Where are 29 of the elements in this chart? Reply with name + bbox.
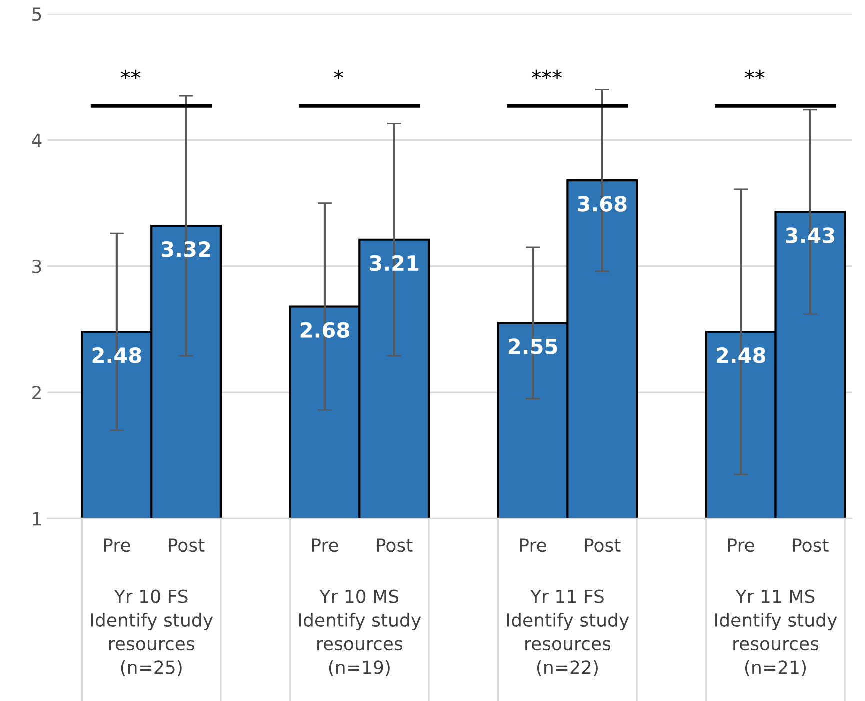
x-tick-label: Post <box>169 538 205 552</box>
annotation: ** <box>121 70 141 80</box>
data-label: 2.68 <box>300 322 350 338</box>
data-label: 2.55 <box>508 338 558 354</box>
annotation: *** <box>532 70 562 80</box>
annotation: ** <box>745 70 765 80</box>
y-tick-label: 4 <box>32 134 42 148</box>
data-label: 3.32 <box>162 242 210 258</box>
x-tick-label: Pre <box>312 538 338 552</box>
y-tick-label: 5 <box>32 8 42 22</box>
y-tick-label: 3 <box>32 260 42 274</box>
data-label: 2.48 <box>717 348 766 364</box>
data-label: 3.68 <box>578 196 627 212</box>
text: Yr 11 FS Identify study resources (n=22) <box>507 590 630 676</box>
data-label: 3.43 <box>786 228 834 244</box>
text: Yr 10 FS Identify study resources (n=25) <box>91 590 214 676</box>
y-tick-label: 2 <box>32 386 41 400</box>
text: Yr 11 MS Identify study resources (n=21) <box>716 590 838 676</box>
text: Yr 10 MS Identify study resources (n=19) <box>299 590 422 676</box>
data-label: 2.48 <box>92 348 142 364</box>
annotation: * <box>334 70 344 80</box>
data-label: 3.21 <box>370 255 419 272</box>
x-tick-label: Post <box>585 538 621 552</box>
x-tick-label: Pre <box>728 538 754 552</box>
x-tick-label: Post <box>377 538 413 552</box>
y-tick-label: 1 <box>33 512 42 526</box>
x-tick-label: Pre <box>520 538 546 552</box>
x-tick-label: Pre <box>104 538 130 552</box>
x-tick-label: Post <box>793 538 829 552</box>
